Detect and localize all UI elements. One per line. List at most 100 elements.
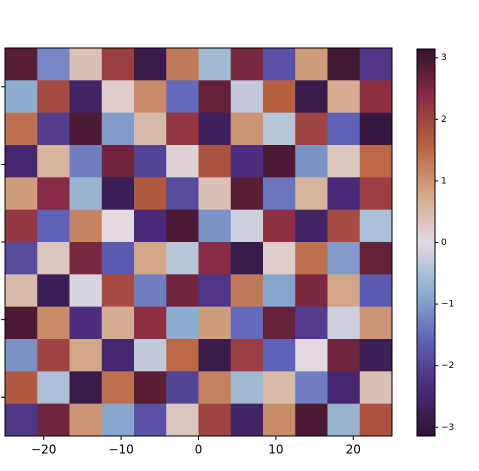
heat-cell	[230, 177, 264, 211]
heat-cell	[263, 209, 296, 243]
heat-cell	[37, 80, 70, 114]
heat-cell	[263, 371, 296, 405]
heat-cell	[69, 403, 103, 437]
colorbar-tick-label: −2	[441, 361, 454, 371]
heat-cell	[230, 242, 264, 275]
heat-cell	[359, 112, 393, 146]
heat-cell	[5, 242, 38, 275]
heat-cell	[295, 242, 328, 275]
heat-cell	[166, 209, 199, 243]
heat-cell	[230, 209, 264, 243]
heat-cell	[295, 371, 328, 405]
heat-cell	[5, 371, 38, 405]
heat-cell	[359, 242, 393, 275]
heat-cell	[327, 112, 361, 146]
heat-cell	[166, 274, 199, 308]
heat-cell	[263, 112, 296, 146]
heat-cell	[295, 274, 328, 308]
heat-cell	[198, 274, 232, 308]
heat-cell	[69, 112, 103, 146]
heat-cell	[327, 339, 361, 372]
heat-cell	[5, 339, 38, 372]
heat-cell	[198, 112, 232, 146]
heat-cell	[69, 145, 103, 178]
heat-cell	[263, 339, 296, 372]
heat-cell	[166, 112, 199, 146]
heat-cell	[166, 339, 199, 372]
heat-cell	[198, 177, 232, 211]
heat-cell	[134, 274, 167, 308]
heat-cell	[101, 80, 135, 114]
heat-cell	[5, 306, 38, 340]
heat-cell	[198, 403, 232, 437]
heat-cell	[230, 48, 264, 81]
heat-cell	[359, 177, 393, 211]
heat-cell	[263, 80, 296, 114]
heat-cell	[359, 145, 393, 178]
heat-cell	[37, 48, 70, 81]
heat-cell	[134, 339, 167, 372]
heat-cell	[230, 371, 264, 405]
heat-cell	[359, 371, 393, 405]
heat-cell	[327, 145, 361, 178]
heat-cell	[134, 145, 167, 178]
heat-cell	[134, 209, 167, 243]
heat-cell	[166, 306, 199, 340]
heat-cell	[359, 274, 393, 308]
heat-cell	[198, 339, 232, 372]
heat-cell	[198, 306, 232, 340]
heat-cell	[359, 339, 393, 372]
heat-cell	[295, 403, 328, 437]
heat-cell	[37, 209, 70, 243]
heat-cell	[5, 145, 38, 178]
colorbar-tick-label: 1	[441, 176, 447, 186]
heat-cell	[166, 48, 199, 81]
heat-cell	[166, 80, 199, 114]
heat-cell	[134, 371, 167, 405]
heat-cell	[295, 112, 328, 146]
heat-cell	[295, 177, 328, 211]
heat-cell	[101, 242, 135, 275]
heat-cell	[134, 177, 167, 211]
heat-cell	[359, 403, 393, 437]
heat-cell	[230, 145, 264, 178]
heat-cell	[101, 209, 135, 243]
heat-cell	[134, 48, 167, 81]
heat-cell	[327, 274, 361, 308]
heat-cell	[134, 306, 167, 340]
colorbar-tick-label: −1	[441, 300, 454, 310]
heat-cell	[37, 371, 70, 405]
heat-cell	[359, 48, 393, 81]
heat-cell	[166, 177, 199, 211]
colorbar-tick-label: 0	[441, 238, 447, 248]
heat-cell	[37, 339, 70, 372]
heat-cell	[101, 403, 135, 437]
heat-cell	[69, 177, 103, 211]
heat-cell	[359, 80, 393, 114]
heat-cell	[198, 371, 232, 405]
heat-cell	[69, 371, 103, 405]
colorbar	[416, 48, 436, 437]
heat-cell	[295, 48, 328, 81]
heat-cell	[5, 209, 38, 243]
heat-cell	[166, 242, 199, 275]
heat-cell	[230, 306, 264, 340]
heat-cell	[69, 242, 103, 275]
heat-cell	[5, 274, 38, 308]
heat-cell	[198, 80, 232, 114]
heat-cell	[101, 306, 135, 340]
heat-cell	[198, 48, 232, 81]
heat-cell	[5, 112, 38, 146]
heat-cell	[327, 306, 361, 340]
heat-cell	[198, 242, 232, 275]
heat-cell	[295, 306, 328, 340]
heat-cell	[230, 80, 264, 114]
heat-cell	[134, 403, 167, 437]
heat-cell	[327, 48, 361, 81]
heat-cell	[5, 48, 38, 81]
x-tick-label: −20	[31, 443, 56, 457]
heat-cell	[359, 209, 393, 243]
heat-cell	[101, 145, 135, 178]
heat-cell	[101, 339, 135, 372]
